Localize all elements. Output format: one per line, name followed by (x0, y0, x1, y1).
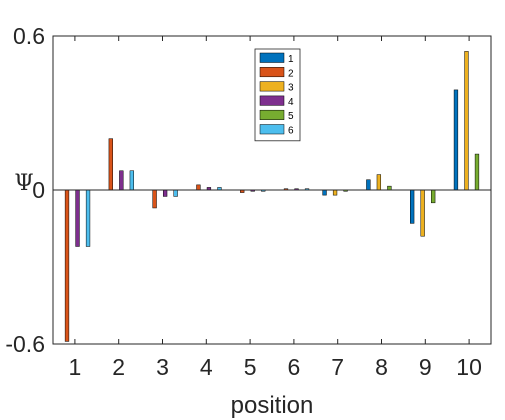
legend-swatch-1 (259, 52, 285, 63)
legend-label-3: 3 (288, 83, 294, 94)
bar-series-6-pos-2 (129, 170, 134, 191)
y-tick-label: 0 (32, 177, 45, 203)
bar-series-6-pos-3 (173, 189, 178, 197)
x-tick-label: 9 (419, 354, 432, 380)
bar-series-1-pos-7 (322, 189, 327, 196)
x-tick-label: 2 (112, 354, 125, 380)
bar-series-2-pos-4 (196, 184, 201, 191)
bar-series-5-pos-8 (387, 185, 392, 191)
x-tick-label: 5 (244, 354, 257, 380)
x-tick-label: 8 (375, 354, 388, 380)
legend-swatch-5 (259, 109, 285, 120)
bar-series-3-pos-10 (464, 51, 469, 191)
y-ticks: -0.6 0 0.6 (5, 23, 491, 357)
bar-series-4-pos-1 (75, 189, 80, 247)
x-tick-label: 1 (69, 354, 82, 380)
x-axis-label: position (231, 392, 314, 419)
legend-swatch-3 (259, 81, 285, 92)
bar-series-3-pos-7 (332, 189, 338, 196)
x-tick-label: 10 (456, 354, 482, 380)
bar-series-1-pos-10 (453, 89, 459, 191)
bar-series-4-pos-3 (162, 189, 168, 197)
bar-series-3-pos-8 (376, 174, 382, 191)
x-tick-label: 7 (331, 354, 344, 380)
legend-swatch-4 (259, 95, 285, 106)
bar-series-1-pos-8 (366, 179, 371, 191)
y-axis-label: Ψ (14, 171, 33, 196)
y-tick-label: -0.6 (5, 331, 45, 357)
bar-series-5-pos-9 (431, 189, 436, 204)
legend-label-4: 4 (288, 97, 294, 108)
x-tick-label: 6 (288, 354, 301, 380)
bar-series-2-pos-3 (152, 189, 157, 209)
legend: 1 2 3 4 5 6 (254, 48, 301, 142)
bar-series-5-pos-10 (474, 153, 480, 191)
y-tick-label: 0.6 (13, 23, 45, 49)
legend-label-1: 1 (288, 54, 294, 65)
bar-series-4-pos-2 (119, 170, 124, 191)
x-ticks: 1 2 3 4 5 6 7 8 9 10 (69, 36, 482, 380)
bar-series-2-pos-1 (64, 189, 70, 342)
bar-series-6-pos-1 (85, 189, 91, 247)
bars-group (64, 51, 480, 342)
legend-swatch-6 (259, 124, 285, 135)
x-tick-label: 4 (200, 354, 213, 380)
bar-series-2-pos-2 (108, 138, 113, 191)
x-tick-label: 3 (156, 354, 169, 380)
bar-series-1-pos-9 (410, 189, 415, 224)
legend-label-6: 6 (288, 126, 294, 137)
legend-label-5: 5 (288, 111, 294, 122)
legend-label-2: 2 (288, 68, 294, 79)
bar-series-3-pos-9 (420, 189, 425, 237)
legend-swatch-2 (259, 67, 285, 78)
